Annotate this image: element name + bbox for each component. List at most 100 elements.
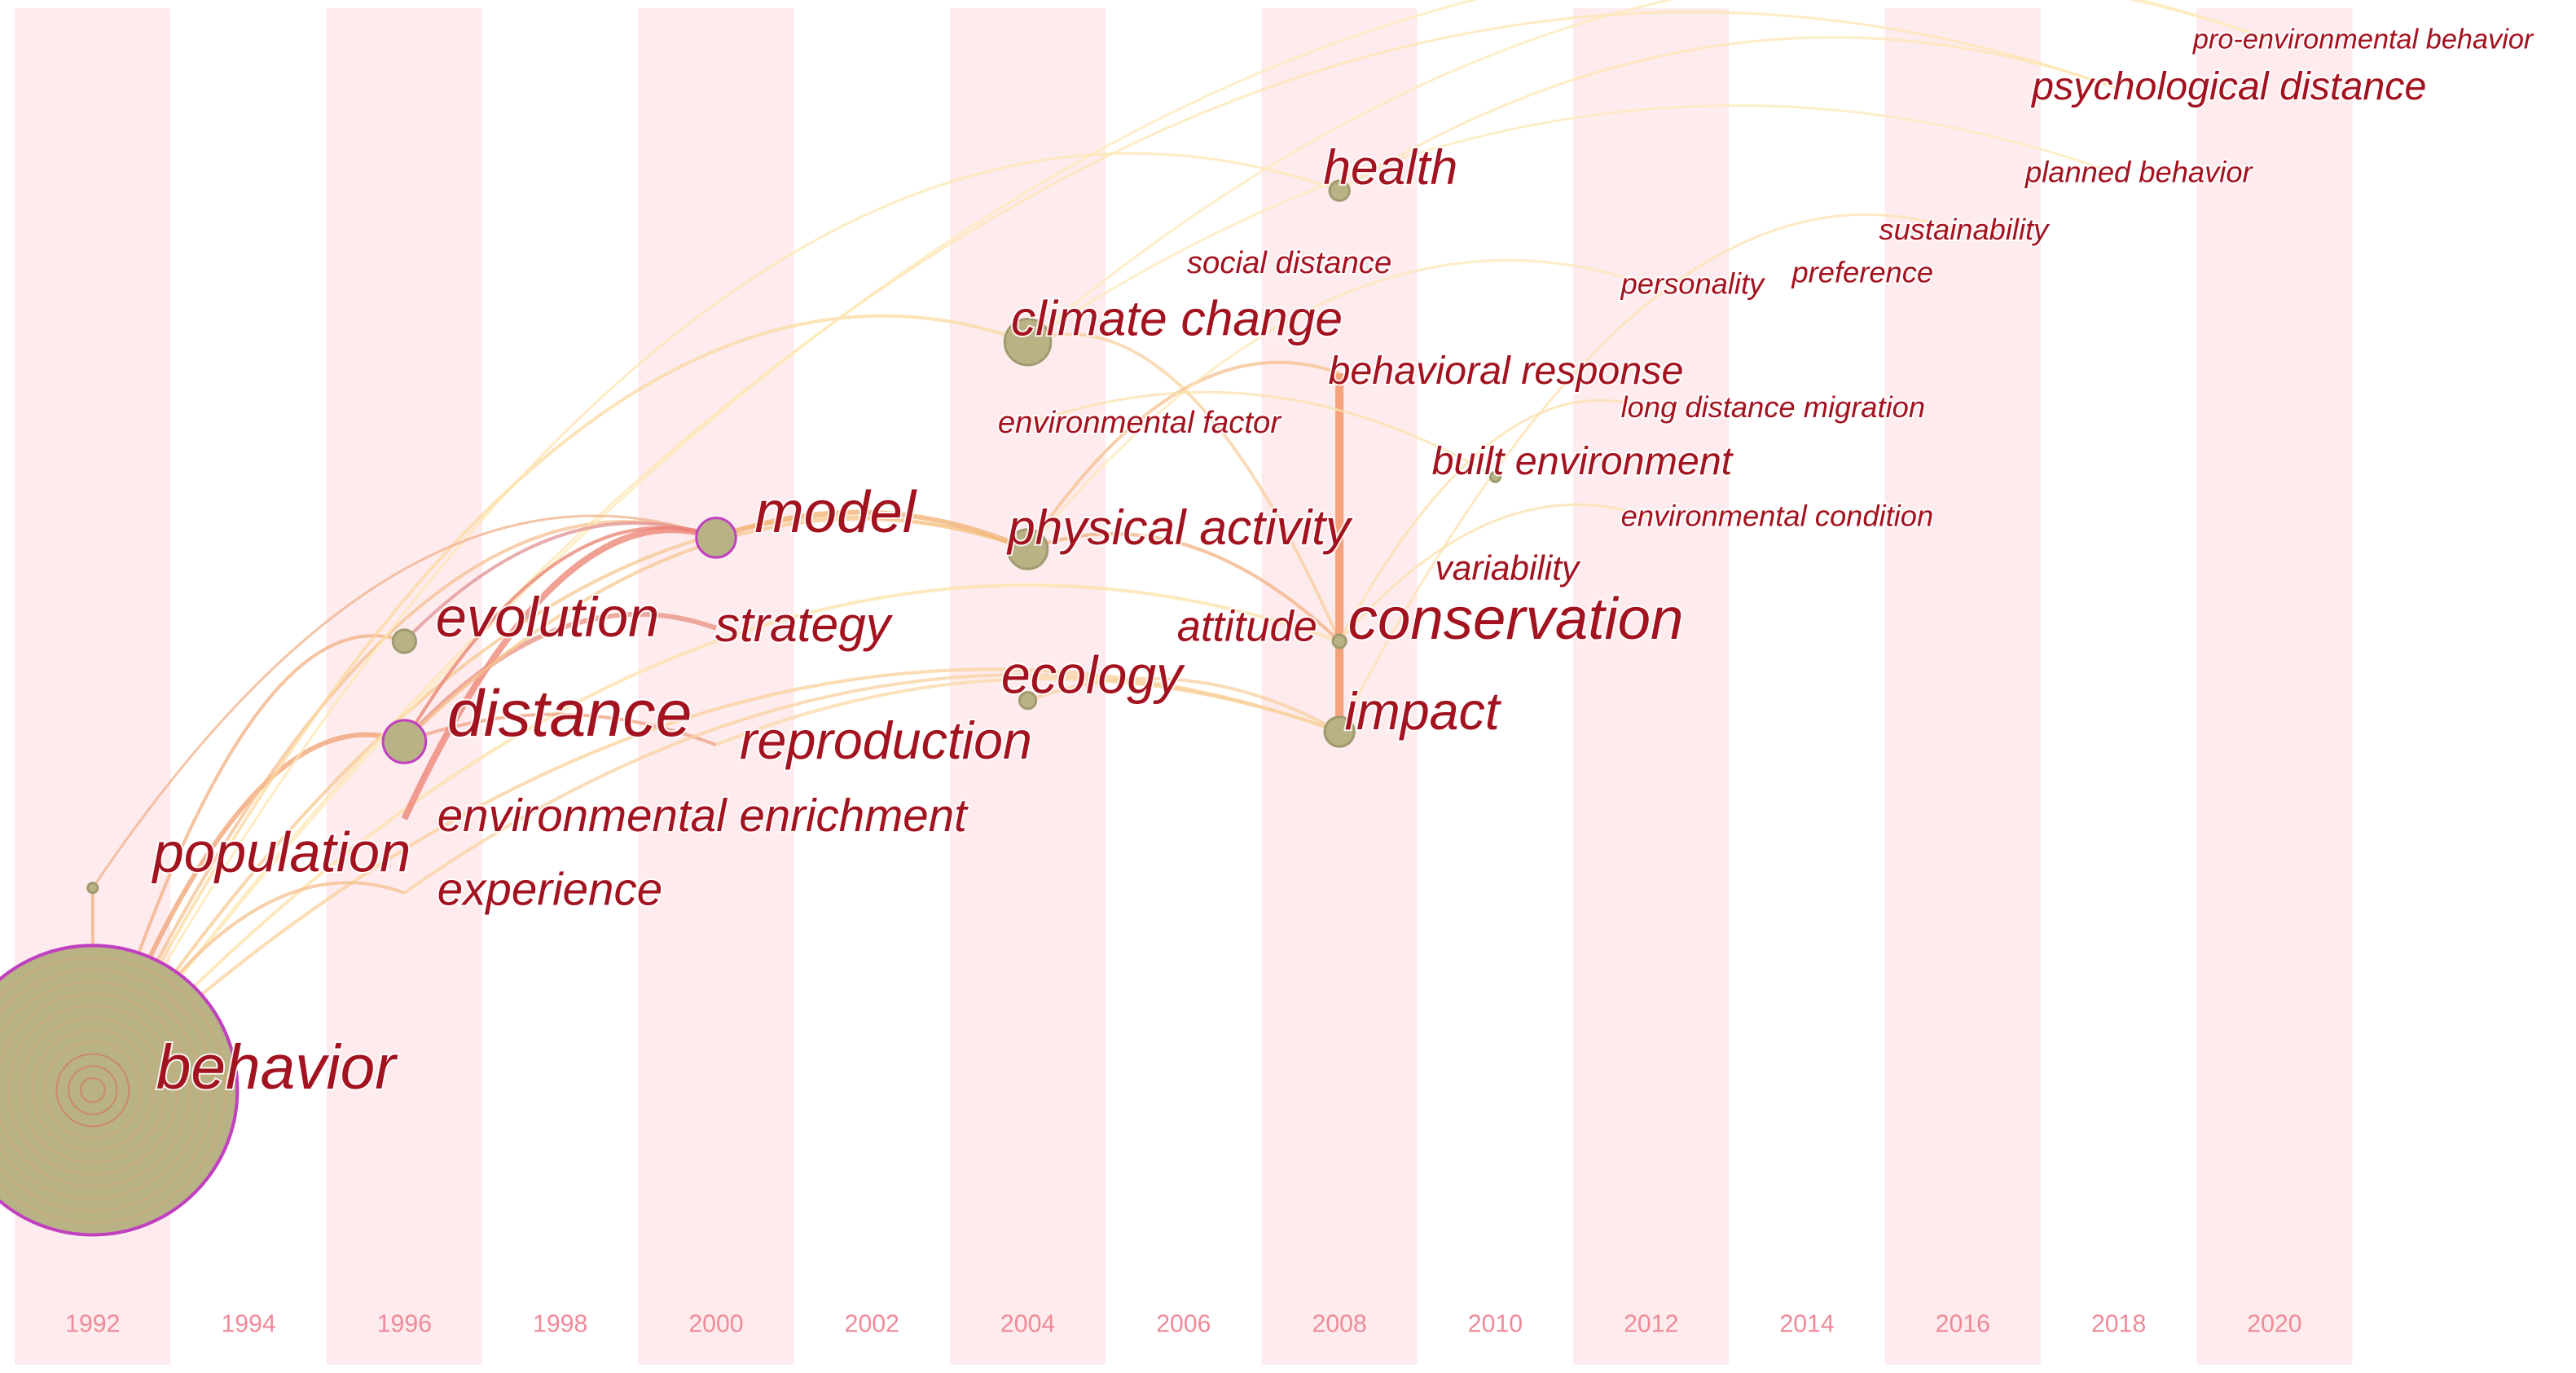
keyword-label: distance	[447, 677, 692, 750]
link	[403, 712, 717, 747]
node-ring	[0, 968, 214, 1212]
node	[695, 517, 737, 559]
keyword-label: pro-environmental behavior	[2192, 24, 2534, 55]
keyword-node	[1488, 470, 1502, 483]
node-ring	[55, 1053, 130, 1128]
link	[401, 526, 718, 821]
keyword-label: impact	[1345, 682, 1502, 741]
keyword-label: model	[754, 479, 917, 545]
link	[1338, 213, 1963, 733]
link	[402, 611, 718, 744]
keyword-label: built environment	[1432, 439, 1734, 483]
keyword-label: experience	[437, 864, 662, 915]
link	[1339, 503, 1652, 643]
link	[1026, 0, 2275, 343]
node-ring	[7, 1005, 178, 1176]
keyword-label: health	[1323, 139, 1457, 195]
year-column	[1417, 8, 1574, 1365]
year-label: 2014	[1779, 1310, 1834, 1337]
link	[1027, 390, 1497, 478]
keyword-label: attitude	[1177, 604, 1317, 651]
link	[1339, 36, 2120, 192]
keyword-label: conservation	[1348, 586, 1684, 652]
year-label: 1996	[377, 1310, 432, 1337]
node	[86, 882, 99, 895]
link	[714, 509, 1029, 552]
keyword-label: personality	[1620, 267, 1765, 301]
link	[91, 583, 1340, 1092]
keyword-label: behavioral response	[1328, 349, 1683, 393]
link	[91, 514, 717, 889]
year-label: 2020	[2247, 1310, 2301, 1337]
link	[1026, 532, 1341, 643]
keyword-node	[1006, 528, 1049, 570]
keyword-node	[381, 719, 428, 764]
link	[1026, 258, 1652, 550]
link	[1026, 360, 1340, 551]
year-label: 2006	[1156, 1310, 1211, 1337]
node	[1331, 633, 1347, 649]
year-column	[638, 8, 794, 1365]
link	[90, 519, 717, 1091]
keyword-label: population	[152, 821, 411, 883]
keyword-node	[0, 944, 240, 1237]
node	[1488, 470, 1502, 483]
node	[1323, 715, 1356, 748]
year-label: 1994	[221, 1310, 275, 1337]
keyword-label: reproduction	[740, 711, 1032, 770]
link	[91, 11, 2120, 1091]
link	[91, 314, 1029, 1091]
keyword-node	[86, 882, 99, 895]
keyword-label: variability	[1435, 548, 1581, 587]
keyword-label: ecology	[1001, 645, 1185, 704]
keyword-node	[695, 517, 737, 559]
keyword-node	[1018, 691, 1038, 711]
keyword-label: environmental condition	[1621, 499, 1934, 532]
node-ring	[43, 1041, 143, 1140]
link	[1026, 104, 2120, 344]
node	[1018, 691, 1038, 711]
keyword-label: long distance migration	[1621, 390, 1925, 424]
year-label: 2012	[1624, 1310, 1678, 1337]
year-column	[2196, 8, 2353, 1365]
node	[381, 719, 428, 764]
keyword-label: social distance	[1187, 245, 1391, 280]
node	[1328, 179, 1351, 202]
node-ring	[80, 1077, 106, 1103]
year-label: 2016	[1936, 1310, 1990, 1337]
keyword-label: behavior	[156, 1033, 399, 1102]
year-label: 2018	[2091, 1310, 2146, 1337]
node-ring	[31, 1028, 154, 1151]
node-ring	[20, 1017, 166, 1164]
node-ring	[0, 980, 202, 1200]
year-column	[2040, 8, 2197, 1365]
keyword-node	[1328, 179, 1351, 202]
keyword-label: strategy	[715, 596, 894, 652]
keyword-node	[1003, 317, 1053, 367]
keyword-label: climate change	[1011, 291, 1343, 346]
link	[1338, 398, 1652, 642]
keyword-label: planned behavior	[2024, 156, 2254, 189]
year-label: 2008	[1312, 1310, 1367, 1337]
node	[1003, 317, 1053, 367]
link	[403, 673, 1340, 895]
year-label: 1998	[533, 1310, 587, 1337]
keyword-label: environmental factor	[998, 405, 1282, 440]
keyword-node	[1331, 633, 1347, 649]
year-label: 2010	[1468, 1310, 1523, 1337]
keyword-label: evolution	[436, 586, 660, 649]
year-column	[1106, 8, 1262, 1365]
node	[391, 628, 418, 654]
keyword-label: preference	[1791, 256, 1933, 289]
keyword-label: physical activity	[1006, 499, 1353, 555]
year-column	[1573, 8, 1730, 1365]
year-label: 1992	[65, 1310, 120, 1337]
year-column	[1884, 8, 2041, 1365]
link	[1026, 676, 1341, 733]
year-label: 2002	[845, 1310, 899, 1337]
node-ring	[0, 957, 226, 1224]
keyword-label: psychological distance	[2030, 64, 2426, 108]
keyword-label: environmental enrichment	[437, 790, 969, 841]
year-label: 2004	[1000, 1310, 1055, 1337]
